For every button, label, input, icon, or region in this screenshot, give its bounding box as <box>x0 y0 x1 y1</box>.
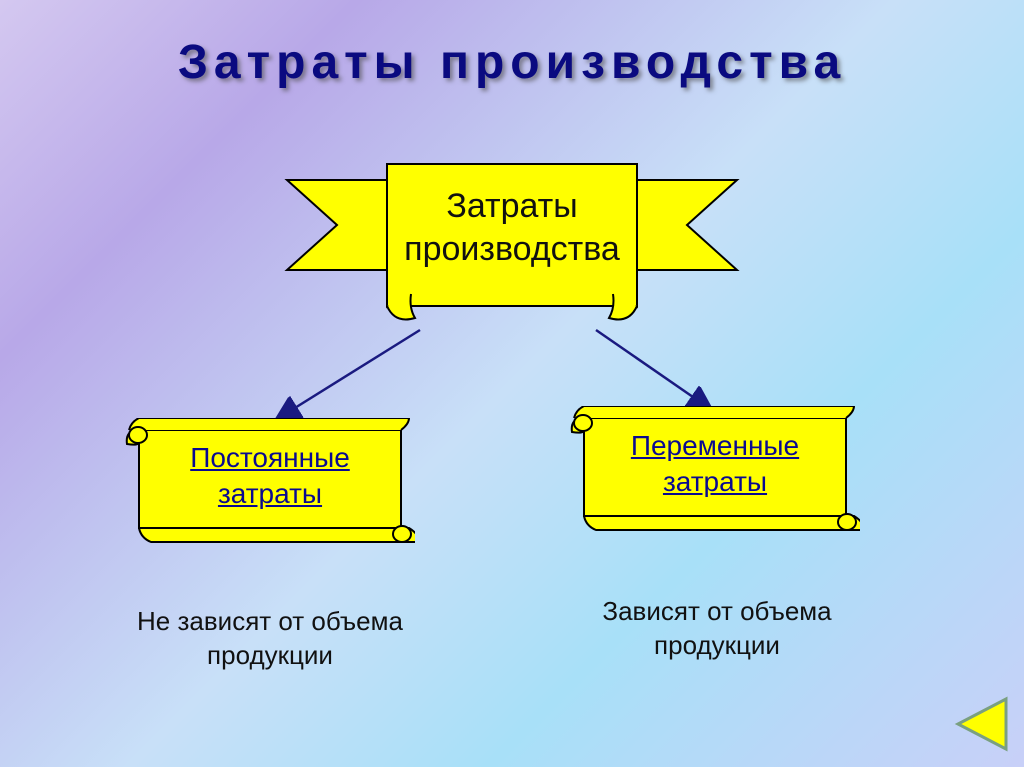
node-variable-costs-label: Переменныезатраты <box>590 428 840 501</box>
caption-variable: Зависят от объема продукции <box>562 595 872 663</box>
nav-back-button[interactable] <box>952 695 1010 753</box>
banner: Затратыпроизводства <box>252 150 772 340</box>
node-variable-costs: Переменныезатраты <box>570 406 860 536</box>
arrow-right <box>588 326 718 414</box>
page-title: Затраты производства <box>178 35 846 90</box>
caption-fixed: Не зависят от объема продукции <box>120 605 420 673</box>
arrow-left <box>270 326 430 426</box>
banner-label: Затратыпроизводства <box>252 185 772 270</box>
node-fixed-costs: Постоянныезатраты <box>125 418 415 548</box>
node-fixed-costs-label: Постоянныезатраты <box>145 440 395 513</box>
